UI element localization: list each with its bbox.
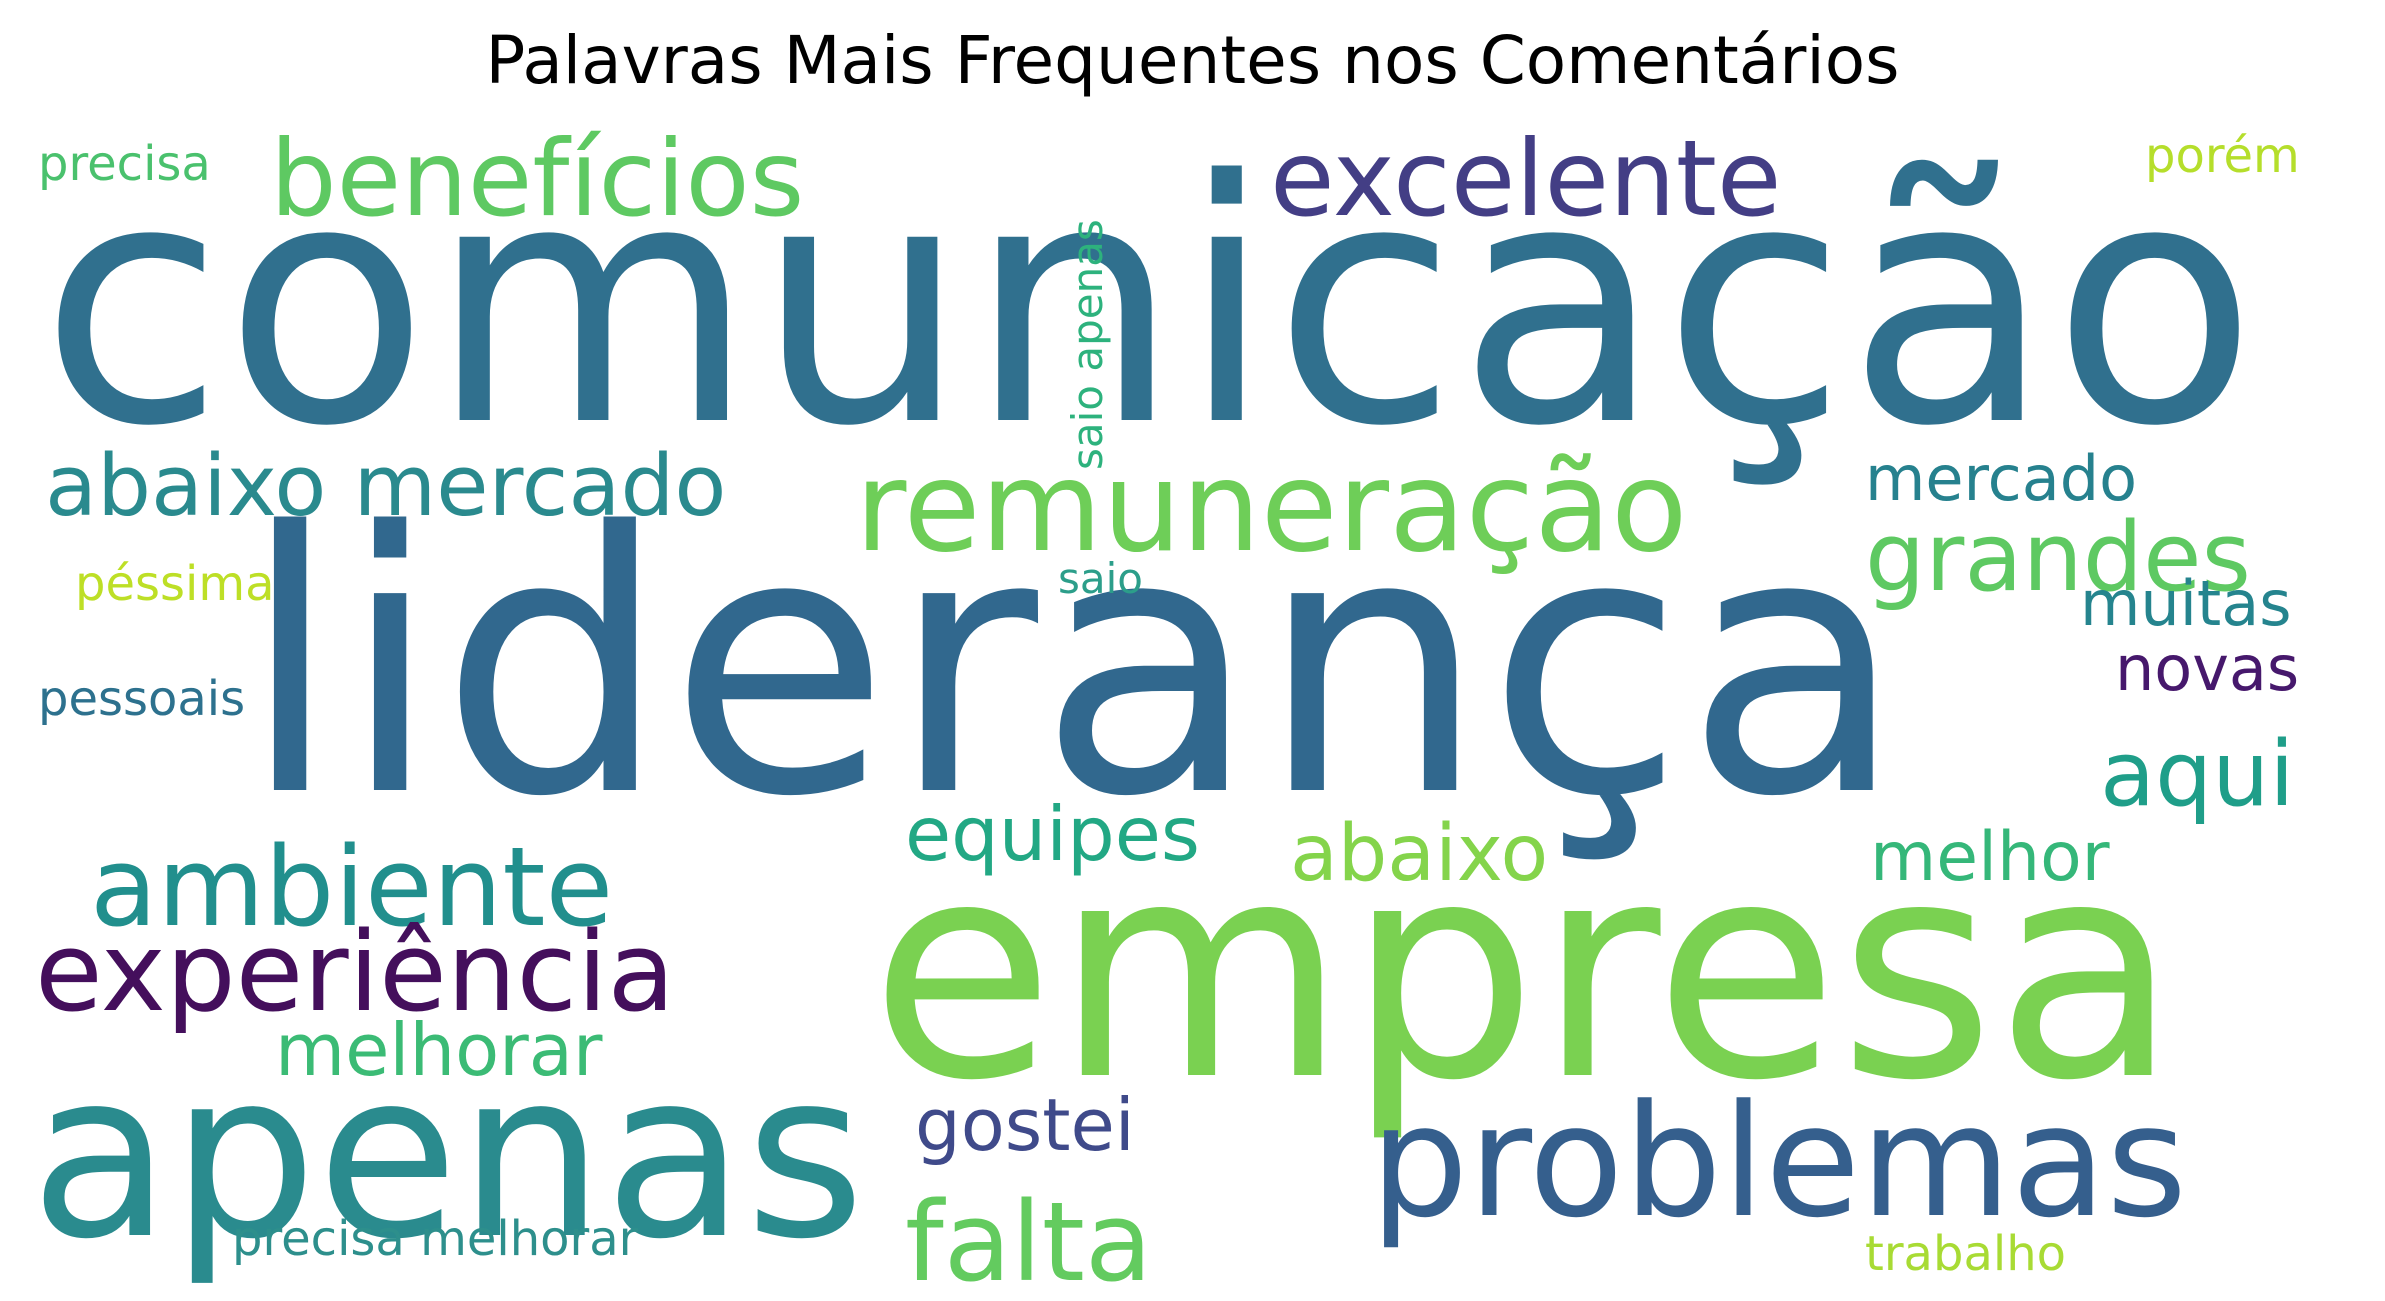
word-11: grandes	[1865, 503, 2251, 613]
word-8: ambiente	[90, 823, 613, 951]
word-20: novas	[2115, 632, 2299, 705]
word-1: liderança	[240, 456, 1905, 875]
word-22: saio apenas	[1063, 219, 1112, 470]
word-0: comunicação	[40, 110, 2257, 500]
word-4: problemas	[1370, 1071, 2187, 1252]
word-3: apenas	[30, 1023, 865, 1290]
word-18: mercado	[1865, 442, 2137, 515]
word-29: trabalho	[1865, 1226, 2066, 1282]
word-21: melhor	[1870, 818, 2110, 897]
word-25: péssima	[75, 556, 275, 612]
word-15: equipes	[905, 790, 1200, 878]
word-14: abaixo	[1290, 809, 1548, 899]
chart-title: Palavras Mais Frequentes nos Comentários	[485, 22, 1900, 99]
word-9: experiência	[35, 908, 675, 1036]
word-10: abaixo mercado	[45, 437, 726, 536]
word-19: muitas	[2080, 567, 2292, 640]
word-6: excelente	[1270, 118, 1781, 240]
word-17: gostei	[915, 1083, 1135, 1167]
word-23: precisa	[38, 136, 211, 192]
word-16: melhorar	[275, 1008, 603, 1092]
word-27: saio	[1058, 554, 1143, 603]
word-2: empresa	[870, 797, 2179, 1146]
word-7: remuneração	[855, 435, 1687, 580]
word-28: precisa melhorar	[232, 1211, 639, 1267]
word-5: benefícios	[270, 118, 804, 240]
word-26: pessoais	[38, 671, 245, 727]
word-13: aqui	[2100, 722, 2294, 827]
word-12: falta	[905, 1178, 1152, 1301]
word-24: porém	[2145, 128, 2300, 184]
